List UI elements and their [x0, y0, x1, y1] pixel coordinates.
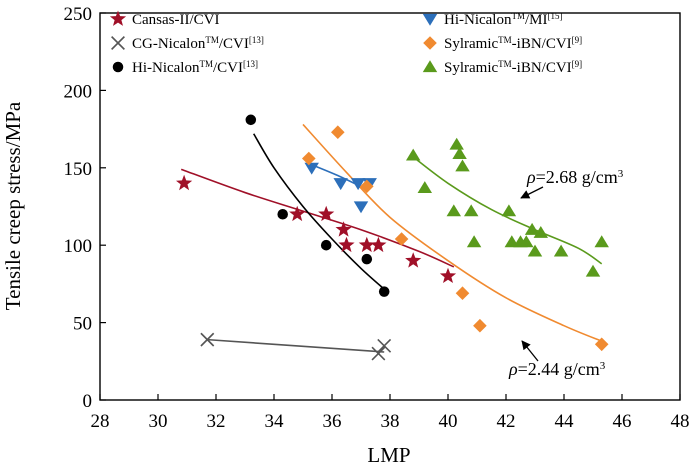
point-series-1-6	[358, 236, 375, 253]
point-series-6-4	[449, 137, 464, 150]
x-tick-label-48: 48	[671, 411, 690, 432]
point-series-6-17	[585, 264, 601, 277]
point-series-4-2	[333, 178, 348, 191]
legend-marker-2	[111, 36, 125, 50]
point-series-6-18	[594, 235, 609, 248]
x-axis-label: LMP	[367, 443, 410, 467]
legend-marker-5	[423, 36, 437, 50]
point-series-5-4	[394, 232, 409, 246]
fit-line-1	[180, 168, 455, 268]
point-series-6-3	[446, 204, 462, 217]
x-tick-label-28: 28	[91, 411, 110, 432]
fit-line-5	[302, 123, 603, 342]
point-series-6-9	[501, 204, 517, 217]
point-series-1-4	[335, 221, 352, 237]
point-series-1-2	[289, 205, 306, 222]
x-tick-label-40: 40	[439, 411, 458, 432]
point-series-6-8	[466, 235, 482, 248]
point-series-5-3	[360, 179, 374, 194]
point-series-6-7	[463, 204, 479, 217]
x-tick-label-30: 30	[149, 411, 168, 432]
annotation-label-2: ρ=2.44 g/cm3	[508, 359, 606, 379]
x-tick-label-38: 38	[381, 411, 400, 432]
legend-label-1: Cansas-II/CVI	[132, 12, 219, 28]
legend-marker-4	[422, 13, 438, 26]
y-tick-label-50: 50	[73, 314, 92, 335]
fit-lines	[180, 123, 603, 353]
annotation-arrow-1	[520, 186, 544, 199]
point-series-4-1	[304, 162, 319, 175]
point-series-1-9	[439, 267, 457, 283]
point-series-5-6	[473, 318, 487, 333]
data-points	[176, 114, 609, 361]
point-series-3-1	[245, 114, 257, 126]
y-tick-label-250: 250	[64, 4, 93, 25]
fit-line-6	[412, 156, 603, 265]
point-series-6-14	[527, 244, 543, 257]
fit-line-3	[253, 133, 388, 293]
annotations: ρ=2.68 g/cm3 ρ=2.44 g/cm3	[508, 167, 624, 379]
point-series-6-5	[452, 147, 467, 159]
legend-label-5: SylramicTM-iBN/CVI[9]	[444, 35, 582, 52]
point-series-5-1	[302, 151, 316, 166]
point-series-3-2	[277, 208, 288, 220]
point-series-6-13	[524, 222, 540, 235]
point-series-4-4	[353, 201, 369, 214]
point-series-3-3	[320, 239, 332, 251]
axes: 28 30 32 34 36 38 40 42 44 46 48 0 50 100 150 200 250	[64, 4, 690, 432]
y-tick-label-150: 150	[64, 159, 93, 180]
point-series-1-1	[176, 174, 193, 191]
point-series-5-7	[594, 337, 609, 352]
y-tick-label-0: 0	[83, 391, 93, 412]
y-axis-label: Tensile creep stress/MPa	[1, 101, 25, 310]
legend-marker-6	[422, 60, 438, 73]
legend-marker-3	[112, 61, 124, 73]
point-series-1-8	[405, 252, 422, 268]
point-series-6-15	[533, 226, 549, 238]
x-tick-label-46: 46	[613, 411, 632, 432]
x-tick-label-42: 42	[497, 411, 516, 432]
legend-label-3: Hi-NicalonTM/CVI[13]	[132, 59, 258, 76]
y-tick-label-100: 100	[64, 236, 93, 257]
x-tick-label-34: 34	[265, 411, 285, 432]
legend-label-2: CG-NicalonTM/CVI[13]	[132, 35, 264, 52]
point-series-6-2	[417, 181, 433, 194]
point-series-6-1	[405, 148, 421, 161]
x-tick-label-44: 44	[555, 411, 575, 432]
legend-label-4: Hi-NicalonTM/MI[15]	[444, 11, 562, 28]
fit-line-2	[207, 338, 385, 353]
x-tick-label-32: 32	[207, 411, 226, 432]
point-series-5-5	[455, 286, 470, 300]
point-series-6-12	[519, 235, 534, 248]
point-series-2-3	[377, 338, 392, 353]
annotation-arrow-2	[521, 340, 539, 362]
point-series-1-5	[338, 236, 355, 253]
legend-label-6: SylramicTM-iBN/CVI[9]	[444, 59, 582, 76]
x-tick-label-36: 36	[323, 411, 342, 432]
point-series-2-2	[371, 346, 386, 361]
point-series-4-3	[350, 178, 366, 191]
point-series-6-16	[553, 244, 569, 257]
point-series-3-5	[378, 286, 390, 297]
point-series-6-6	[455, 159, 470, 172]
point-series-1-7	[370, 236, 387, 253]
legend-marker-1	[109, 10, 127, 26]
legend: Cansas-II/CVI CG-NicalonTM/CVI[13] Hi-Nica…	[109, 10, 582, 76]
point-series-5-2	[331, 125, 345, 139]
point-series-3-4	[361, 253, 373, 265]
point-series-2-1	[200, 332, 215, 347]
point-series-1-3	[318, 205, 335, 222]
y-tick-label-200: 200	[64, 81, 93, 102]
annotation-label-1: ρ=2.68 g/cm3	[526, 167, 624, 187]
